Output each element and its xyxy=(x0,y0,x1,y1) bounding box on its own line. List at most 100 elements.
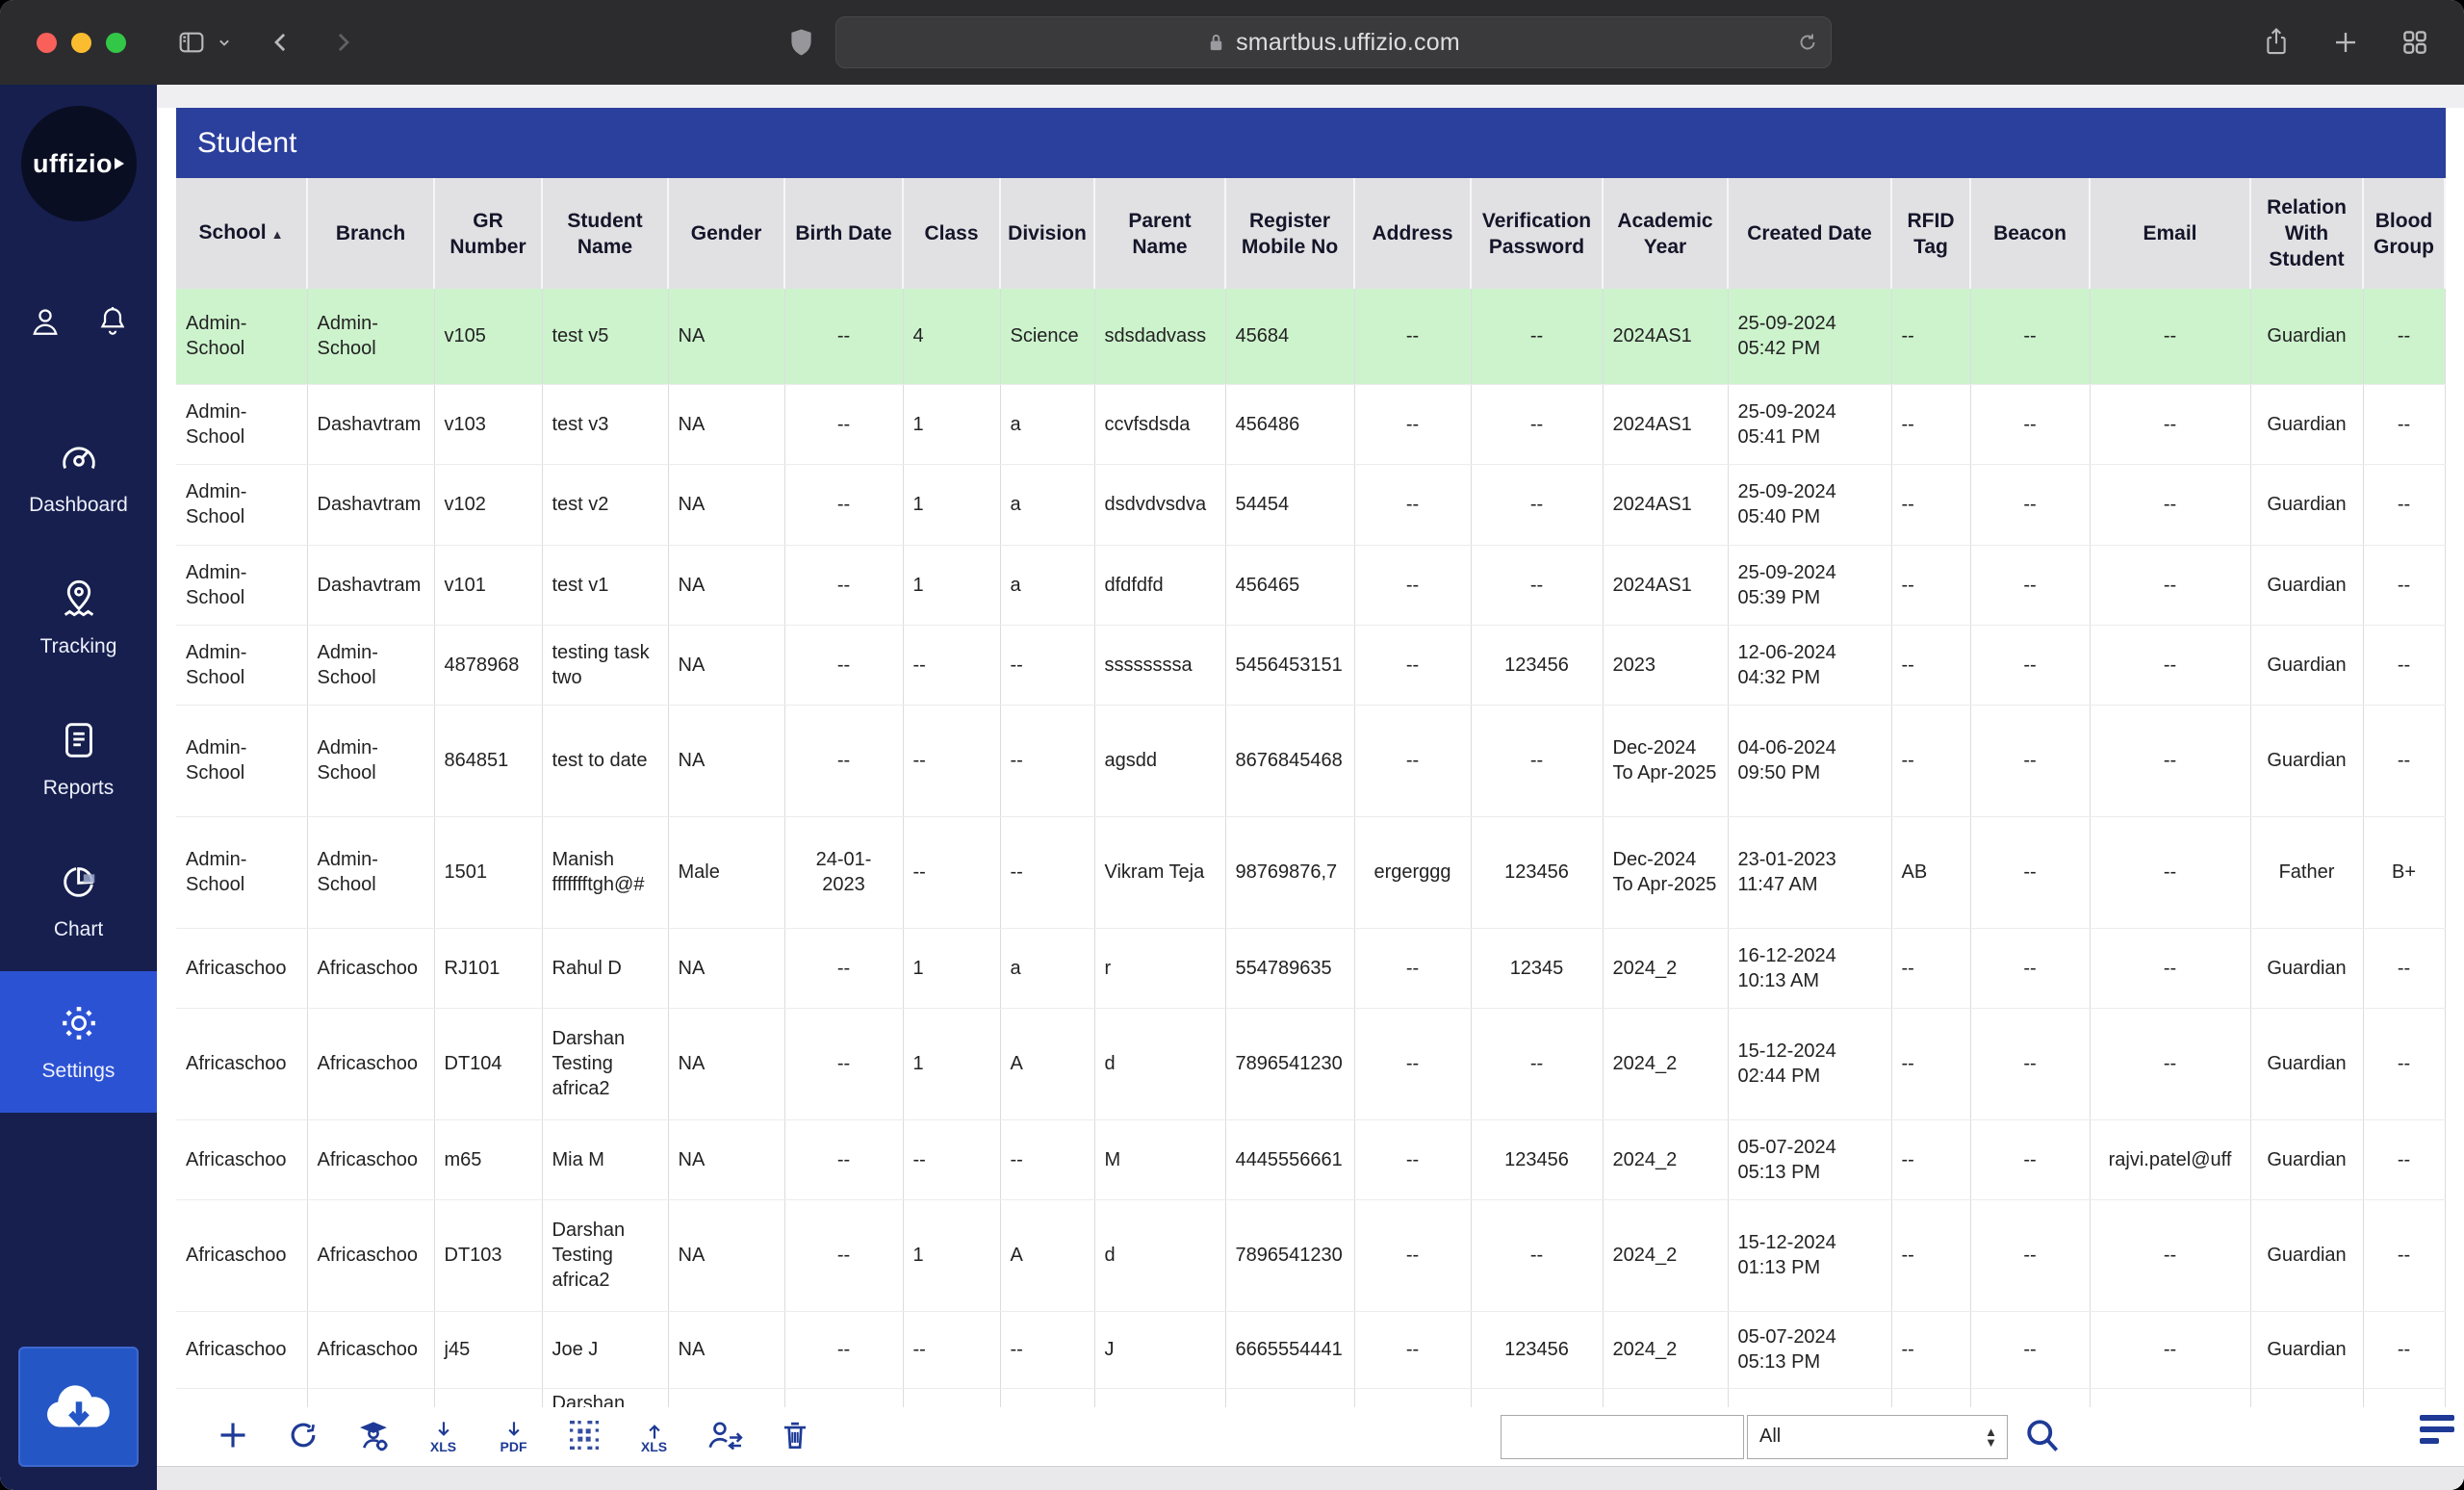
sidebar-item-dashboard[interactable]: Dashboard xyxy=(0,405,157,547)
table-row[interactable]: Admin-SchoolDashavtramv102test v2NA--1ad… xyxy=(176,464,2445,545)
export-pdf-button[interactable]: PDF xyxy=(478,1420,549,1453)
table-cell: -- xyxy=(2363,1199,2445,1311)
table-cell: v102 xyxy=(434,464,542,545)
column-filter-select[interactable]: All ▲▼ xyxy=(1747,1415,2008,1459)
table-cell: -- xyxy=(2090,816,2250,928)
sidebar-chevron-button[interactable] xyxy=(215,33,234,52)
table-cell: -- xyxy=(2363,1311,2445,1388)
table-cell: ergerggg xyxy=(1354,816,1471,928)
table-row[interactable]: Admin-SchoolAdmin-Schoolv105test v5NA--4… xyxy=(176,289,2445,384)
table-cell: -- xyxy=(2363,545,2445,625)
student-gear-icon xyxy=(353,1415,394,1458)
export-xls-button[interactable]: XLS xyxy=(408,1420,478,1453)
table-cell xyxy=(176,1388,307,1407)
table-cell: Africaschoo xyxy=(176,1311,307,1388)
table-cell: -- xyxy=(1891,1199,1970,1311)
sidebar-item-tracking[interactable]: Tracking xyxy=(0,547,157,688)
transfer-student-button[interactable] xyxy=(689,1414,759,1459)
add-student-button[interactable] xyxy=(197,1416,268,1457)
table-cell: -- xyxy=(2363,384,2445,464)
import-xls-button[interactable]: XLS xyxy=(619,1420,689,1453)
search-button[interactable] xyxy=(2021,1414,2064,1459)
column-header-birth-date[interactable]: Birth Date xyxy=(784,178,903,289)
column-header-parent-name[interactable]: Parent Name xyxy=(1094,178,1225,289)
table-row[interactable]: AfricaschooAfricaschooRJ101Rahul DNA--1a… xyxy=(176,928,2445,1008)
column-header-rfid-tag[interactable]: RFID Tag xyxy=(1891,178,1970,289)
table-cell: 25-09-2024 05:41 PM xyxy=(1728,384,1891,464)
sidebar-item-reports[interactable]: Reports xyxy=(0,688,157,830)
table-cell: 15-12-2024 01:13 PM xyxy=(1728,1199,1891,1311)
new-tab-button[interactable] xyxy=(2331,27,2360,58)
table-cell xyxy=(2250,1388,2363,1407)
tab-overview-button[interactable] xyxy=(2400,27,2429,58)
table-cell: Admin-School xyxy=(307,705,434,816)
column-header-academic-year[interactable]: Academic Year xyxy=(1603,178,1728,289)
table-row[interactable]: AfricaschooAfricaschooDT104Darshan Testi… xyxy=(176,1008,2445,1119)
cloud-download-button[interactable] xyxy=(18,1347,139,1467)
notifications-button[interactable] xyxy=(95,304,130,342)
reload-button[interactable] xyxy=(1796,31,1819,54)
address-bar[interactable]: smartbus.uffizio.com xyxy=(835,16,1832,68)
privacy-report-button[interactable] xyxy=(788,28,814,57)
column-header-created-date[interactable]: Created Date xyxy=(1728,178,1891,289)
profile-button[interactable] xyxy=(28,304,63,342)
page-top-gutter xyxy=(157,85,2464,108)
search-input[interactable] xyxy=(1501,1415,1744,1459)
table-cell: -- xyxy=(1354,545,1471,625)
table-body: Admin-SchoolAdmin-Schoolv105test v5NA--4… xyxy=(176,289,2445,1407)
table-row[interactable]: Darshan xyxy=(176,1388,2445,1407)
minimize-window-button[interactable] xyxy=(71,33,91,53)
refresh-button[interactable] xyxy=(268,1416,338,1457)
table-cell: ssssssssa xyxy=(1094,625,1225,705)
column-header-register-mobile-no[interactable]: Register Mobile No xyxy=(1225,178,1354,289)
table-row[interactable]: AfricaschooAfricaschooj45Joe JNA------J6… xyxy=(176,1311,2445,1388)
sidebar-item-settings[interactable]: Settings xyxy=(0,971,157,1113)
table-row[interactable]: Admin-SchoolAdmin-School4878968testing t… xyxy=(176,625,2445,705)
column-header-class[interactable]: Class xyxy=(903,178,1000,289)
table-cell: 2024_2 xyxy=(1603,1311,1728,1388)
column-header-gender[interactable]: Gender xyxy=(668,178,784,289)
table-row[interactable]: AfricaschooAfricaschoom65Mia MNA------M4… xyxy=(176,1119,2445,1199)
qr-code-button[interactable] xyxy=(549,1416,619,1457)
table-row[interactable]: AfricaschooAfricaschooDT103Darshan Testi… xyxy=(176,1199,2445,1311)
close-window-button[interactable] xyxy=(37,33,57,53)
table-row[interactable]: Admin-SchoolDashavtramv103test v3NA--1ac… xyxy=(176,384,2445,464)
share-button[interactable] xyxy=(2262,27,2291,58)
back-button[interactable] xyxy=(267,28,295,57)
table-cell: -- xyxy=(2090,545,2250,625)
table-cell: 5456453151 xyxy=(1225,625,1354,705)
sidebar-toggle-button[interactable] xyxy=(176,27,207,58)
forward-icon xyxy=(328,28,357,57)
column-header-gr-number[interactable]: GR Number xyxy=(434,178,542,289)
table-cell: -- xyxy=(2090,1311,2250,1388)
column-header-relation-with-student[interactable]: Relation With Student xyxy=(2250,178,2363,289)
column-header-beacon[interactable]: Beacon xyxy=(1970,178,2090,289)
table-cell: NA xyxy=(668,1311,784,1388)
table-cell: Science xyxy=(1000,289,1094,384)
table-cell: agsdd xyxy=(1094,705,1225,816)
table-cell: Africaschoo xyxy=(176,1008,307,1119)
forward-button[interactable] xyxy=(328,28,357,57)
report-document-icon xyxy=(57,718,101,768)
zoom-window-button[interactable] xyxy=(106,33,126,53)
student-table-container[interactable]: School▲BranchGR NumberStudent NameGender… xyxy=(176,178,2446,1407)
delete-button[interactable] xyxy=(759,1417,830,1456)
column-header-branch[interactable]: Branch xyxy=(307,178,434,289)
column-header-address[interactable]: Address xyxy=(1354,178,1471,289)
table-row[interactable]: Admin-SchoolDashavtramv101test v1NA--1ad… xyxy=(176,545,2445,625)
student-settings-button[interactable] xyxy=(338,1415,408,1458)
table-menu-button[interactable] xyxy=(2420,1415,2454,1444)
column-header-student-name[interactable]: Student Name xyxy=(542,178,668,289)
column-header-school[interactable]: School▲ xyxy=(176,178,307,289)
table-row[interactable]: Admin-SchoolAdmin-School864851test to da… xyxy=(176,705,2445,816)
table-row[interactable]: Admin-SchoolAdmin-School1501Manish fffff… xyxy=(176,816,2445,928)
uffizio-logo: uffizio xyxy=(21,106,137,221)
sidebar-item-chart[interactable]: Chart xyxy=(0,830,157,971)
column-header-verification-password[interactable]: Verification Password xyxy=(1471,178,1603,289)
table-cell: Darshan Testing africa2 xyxy=(542,1199,668,1311)
table-cell: -- xyxy=(2363,464,2445,545)
column-header-division[interactable]: Division xyxy=(1000,178,1094,289)
column-header-email[interactable]: Email xyxy=(2090,178,2250,289)
column-header-blood-group[interactable]: Blood Group xyxy=(2363,178,2445,289)
table-cell: Dashavtram xyxy=(307,384,434,464)
